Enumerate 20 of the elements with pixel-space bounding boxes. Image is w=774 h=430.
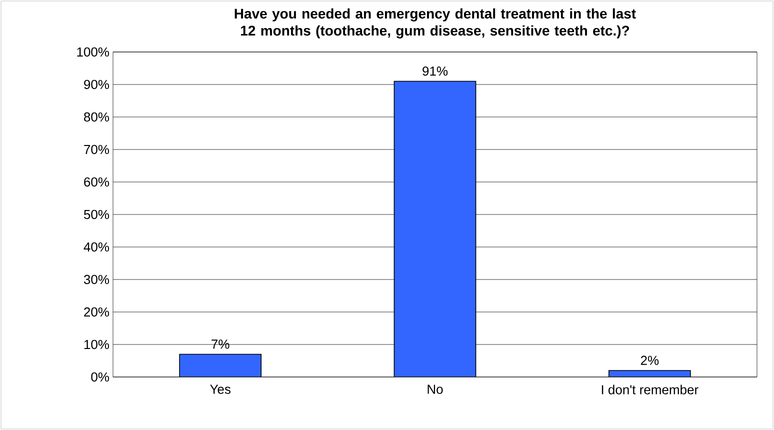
x-tick-label: Yes [210,384,230,394]
y-tick-label: 80% [84,112,110,122]
y-tick-label: 70% [84,144,110,154]
data-label: 7% [212,340,230,349]
y-tick-label: 40% [84,242,110,252]
y-tick-label: 50% [84,210,110,220]
y-tick-label: 100% [77,47,110,57]
data-label: 91% [422,66,448,76]
chart-title: Have you needed an emergency dental treatment in the last 12 months (toothache, gum disease, sensitive teeth etc.)? [234,8,636,38]
y-tick-label: 0% [91,372,110,382]
y-tick-label: 90% [84,80,110,90]
x-tick-label: No [428,384,443,394]
bar [394,80,476,377]
y-tick-label: 10% [84,340,110,350]
y-tick-label: 30% [84,274,110,284]
data-label: 2% [640,356,659,365]
bar [179,354,262,377]
y-tick-label: 60% [84,177,110,187]
x-tick-label: I don't remember [602,384,698,394]
y-tick-label: 20% [84,307,110,317]
